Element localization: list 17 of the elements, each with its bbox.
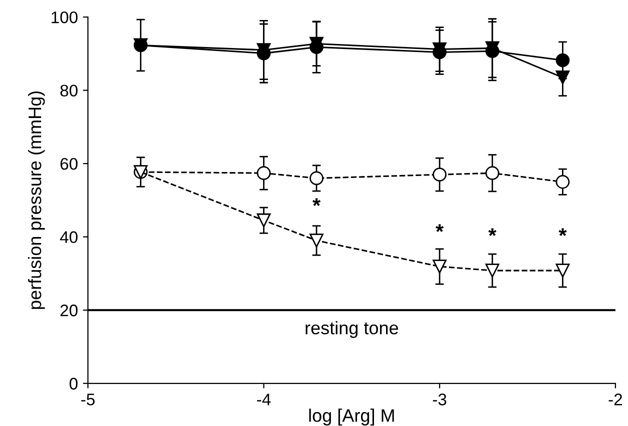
x-tick-label: -4 <box>257 394 271 406</box>
y-tick-label: 60 <box>60 158 78 170</box>
annotation: * <box>558 228 567 236</box>
y-tick-label: 80 <box>60 84 78 97</box>
x-tick-label: -3 <box>432 394 446 406</box>
annotation: * <box>312 198 321 206</box>
annotation: * <box>488 228 496 236</box>
x-axis-title: log [Arg] M <box>309 408 394 426</box>
x-tick-label: -2 <box>608 394 622 406</box>
y-tick-label: 0 <box>70 378 78 390</box>
ref-line-label: resting tone <box>306 321 398 338</box>
x-tick-label: -5 <box>81 394 95 406</box>
y-tick-label: 20 <box>60 304 78 316</box>
y-tick-label: 40 <box>60 231 78 244</box>
annotation: * <box>436 224 444 232</box>
y-axis-title: perfusion pressure (mmHg) <box>28 91 45 309</box>
y-tick-label: 100 <box>52 11 78 24</box>
